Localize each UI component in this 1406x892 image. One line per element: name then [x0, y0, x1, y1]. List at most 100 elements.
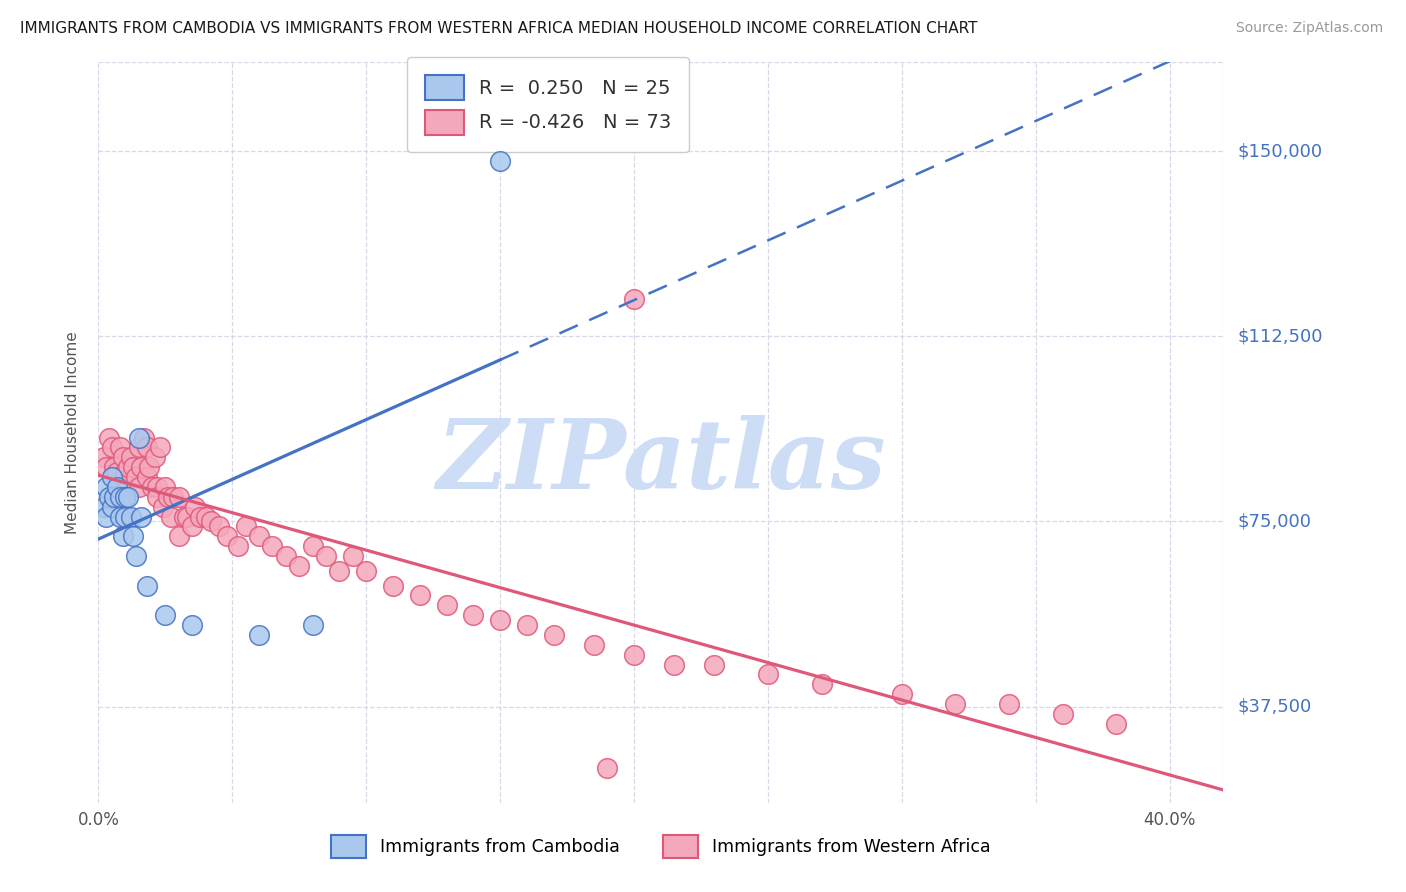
Point — [141, 480, 163, 494]
Point — [167, 490, 190, 504]
Point — [114, 509, 136, 524]
Text: $37,500: $37,500 — [1237, 698, 1312, 715]
Point — [489, 613, 512, 627]
Point — [703, 657, 725, 672]
Point — [149, 441, 172, 455]
Legend: Immigrants from Cambodia, Immigrants from Western Africa: Immigrants from Cambodia, Immigrants fro… — [325, 829, 997, 864]
Point — [543, 628, 565, 642]
Point — [188, 509, 211, 524]
Point — [159, 509, 181, 524]
Point — [128, 441, 150, 455]
Point — [262, 539, 284, 553]
Point — [120, 509, 142, 524]
Point — [146, 490, 169, 504]
Point — [890, 687, 912, 701]
Point — [120, 450, 142, 465]
Point — [138, 460, 160, 475]
Text: Source: ZipAtlas.com: Source: ZipAtlas.com — [1236, 21, 1384, 35]
Point — [98, 431, 121, 445]
Point — [128, 431, 150, 445]
Point — [132, 431, 155, 445]
Point — [623, 648, 645, 662]
Point — [756, 667, 779, 681]
Point — [810, 677, 832, 691]
Point — [235, 519, 257, 533]
Point — [409, 589, 432, 603]
Point — [194, 509, 217, 524]
Point — [114, 465, 136, 479]
Point — [125, 549, 148, 563]
Point — [489, 154, 512, 169]
Point — [93, 500, 115, 514]
Point — [176, 509, 198, 524]
Y-axis label: Median Household Income: Median Household Income — [65, 331, 80, 534]
Point — [274, 549, 297, 563]
Point — [108, 480, 131, 494]
Point — [101, 500, 124, 514]
Point — [328, 564, 350, 578]
Point — [117, 490, 139, 504]
Point — [155, 608, 177, 623]
Point — [125, 470, 148, 484]
Point — [135, 470, 157, 484]
Point — [96, 509, 118, 524]
Point — [105, 465, 128, 479]
Point — [105, 480, 128, 494]
Point — [173, 509, 195, 524]
Point — [288, 558, 311, 573]
Point — [96, 460, 118, 475]
Point — [129, 509, 152, 524]
Point — [200, 515, 222, 529]
Point — [463, 608, 485, 623]
Point — [96, 480, 118, 494]
Text: ZIPatlas: ZIPatlas — [436, 416, 886, 509]
Point — [301, 618, 323, 632]
Point — [129, 460, 152, 475]
Point — [135, 579, 157, 593]
Point — [108, 490, 131, 504]
Text: $75,000: $75,000 — [1237, 513, 1312, 531]
Point — [135, 441, 157, 455]
Point — [582, 638, 605, 652]
Point — [108, 509, 131, 524]
Point — [111, 450, 134, 465]
Point — [1105, 716, 1128, 731]
Point — [122, 529, 145, 543]
Point — [114, 490, 136, 504]
Point — [998, 697, 1021, 711]
Point — [101, 441, 124, 455]
Point — [208, 519, 231, 533]
Point — [945, 697, 967, 711]
Point — [354, 564, 377, 578]
Point — [382, 579, 405, 593]
Point — [98, 490, 121, 504]
Point — [103, 490, 125, 504]
Point — [596, 761, 619, 775]
Point — [181, 618, 204, 632]
Point — [167, 529, 190, 543]
Point — [342, 549, 364, 563]
Point — [315, 549, 337, 563]
Point — [226, 539, 249, 553]
Point — [664, 657, 686, 672]
Point — [152, 500, 174, 514]
Text: IMMIGRANTS FROM CAMBODIA VS IMMIGRANTS FROM WESTERN AFRICA MEDIAN HOUSEHOLD INCO: IMMIGRANTS FROM CAMBODIA VS IMMIGRANTS F… — [20, 21, 977, 36]
Point — [247, 529, 270, 543]
Point — [103, 460, 125, 475]
Point — [516, 618, 538, 632]
Point — [247, 628, 270, 642]
Point — [114, 490, 136, 504]
Point — [105, 480, 128, 494]
Point — [128, 480, 150, 494]
Point — [157, 490, 180, 504]
Point — [162, 490, 184, 504]
Text: $112,500: $112,500 — [1237, 327, 1323, 345]
Point — [111, 529, 134, 543]
Point — [108, 441, 131, 455]
Point — [623, 293, 645, 307]
Point — [301, 539, 323, 553]
Point — [436, 599, 458, 613]
Point — [155, 480, 177, 494]
Point — [101, 470, 124, 484]
Point — [146, 480, 169, 494]
